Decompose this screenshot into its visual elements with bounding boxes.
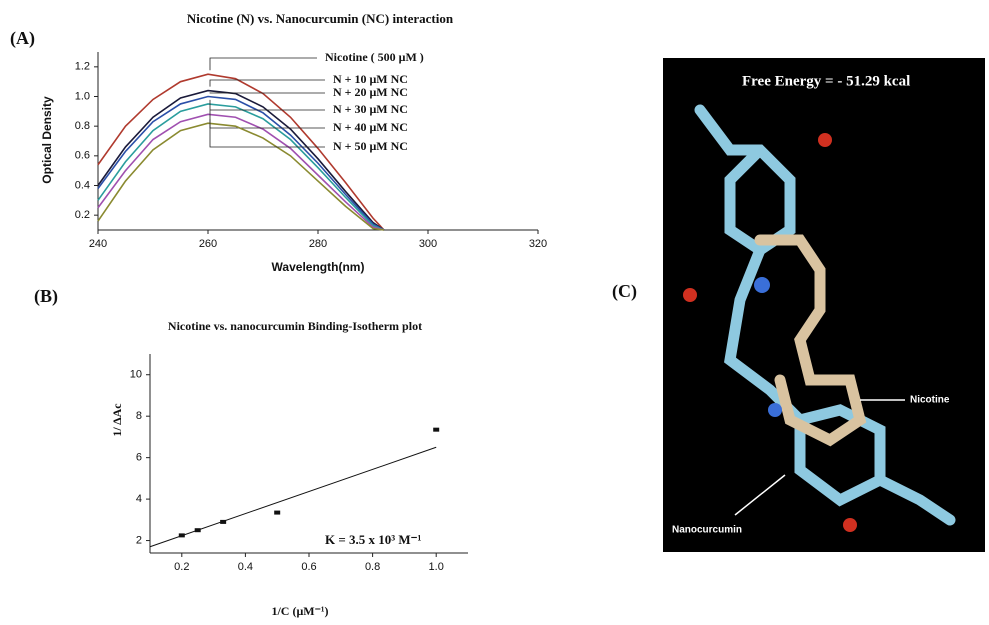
y-tick-label: 6 bbox=[136, 452, 142, 464]
page: {"panels": {"a": "(A)", "b": "(B)", "c":… bbox=[0, 0, 989, 625]
y-tick-label: 1.2 bbox=[75, 61, 90, 73]
annotation: K = 3.5 x 10³ M⁻¹ bbox=[325, 532, 422, 547]
x-axis-label: Wavelength(nm) bbox=[272, 260, 365, 274]
y-tick-label: 8 bbox=[136, 410, 142, 422]
y-tick-label: 0.4 bbox=[75, 179, 90, 191]
atom bbox=[768, 403, 782, 417]
legend-label: N + 50 μM NC bbox=[333, 139, 408, 153]
point bbox=[220, 520, 226, 524]
legend-label: N + 40 μM NC bbox=[333, 120, 408, 134]
x-tick-label: 0.2 bbox=[174, 561, 189, 573]
point bbox=[179, 533, 185, 537]
chart-title: Nicotine (N) vs. Nanocurcumin (NC) inter… bbox=[187, 11, 454, 26]
energy-label: Free Energy = - 51.29 kcal bbox=[742, 73, 910, 89]
x-tick-label: 0.6 bbox=[301, 561, 316, 573]
x-tick-label: 240 bbox=[89, 238, 107, 250]
molecule-image: Free Energy = - 51.29 kcal Nicotine Nano… bbox=[663, 58, 985, 552]
y-tick-label: 4 bbox=[136, 493, 142, 505]
y-tick-label: 10 bbox=[130, 369, 142, 381]
callout bbox=[210, 100, 325, 110]
y-axis-label: 1/ ΔAc bbox=[110, 403, 124, 437]
x-tick-label: 280 bbox=[309, 238, 327, 250]
x-tick-label: 320 bbox=[529, 238, 547, 250]
atom bbox=[754, 277, 770, 293]
point bbox=[195, 528, 201, 532]
figure: (A) (B) (C) Free Energy = - 51.29 kcal N… bbox=[0, 0, 989, 625]
legend-label: N + 30 μM NC bbox=[333, 102, 408, 116]
atom bbox=[818, 133, 832, 147]
nicotine-label: Nicotine bbox=[910, 395, 950, 406]
atom bbox=[683, 288, 697, 302]
atom bbox=[843, 518, 857, 532]
x-tick-label: 300 bbox=[419, 238, 437, 250]
y-tick-label: 0.8 bbox=[75, 120, 90, 132]
point bbox=[433, 428, 439, 432]
callout bbox=[210, 58, 317, 70]
legend-label: N + 10 μM NC bbox=[333, 72, 408, 86]
panel-label: (C) bbox=[612, 281, 637, 302]
x-tick-label: 0.4 bbox=[238, 561, 253, 573]
y-tick-label: 0.2 bbox=[75, 209, 90, 221]
panel-label: (B) bbox=[34, 286, 58, 307]
chart-title: Nicotine vs. nanocurcumin Binding-Isothe… bbox=[168, 319, 422, 333]
y-tick-label: 1.0 bbox=[75, 90, 90, 102]
callout bbox=[210, 80, 325, 87]
y-tick-label: 0.6 bbox=[75, 150, 90, 162]
panel-label: (A) bbox=[10, 28, 35, 49]
y-axis-label: Optical Density bbox=[40, 96, 54, 184]
x-tick-label: 260 bbox=[199, 238, 217, 250]
y-tick-label: 2 bbox=[136, 534, 142, 546]
nanocurcumin-label: Nanocurcumin bbox=[672, 525, 742, 536]
x-axis-label: 1/C (μM⁻¹) bbox=[271, 604, 328, 618]
x-tick-label: 0.8 bbox=[365, 561, 380, 573]
legend-label: N + 20 μM NC bbox=[333, 85, 408, 99]
x-tick-label: 1.0 bbox=[429, 561, 444, 573]
legend-label: Nicotine ( 500 μM ) bbox=[325, 50, 424, 64]
point bbox=[274, 511, 280, 515]
